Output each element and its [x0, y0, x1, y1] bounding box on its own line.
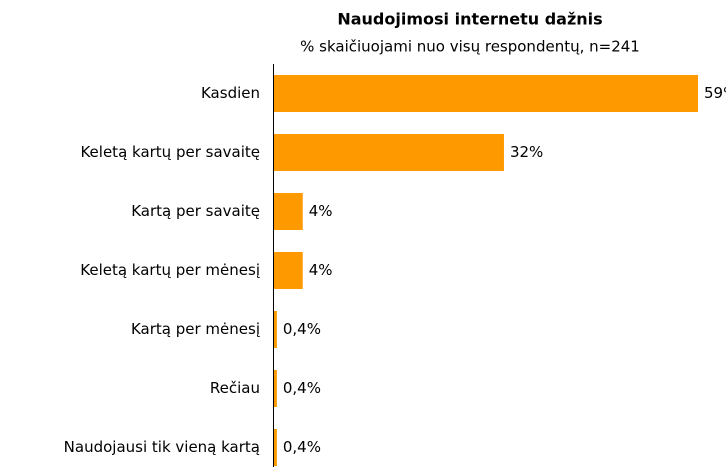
value-label: 0,4% — [283, 320, 321, 338]
value-label: 59% — [704, 84, 726, 102]
bar — [274, 134, 504, 171]
bar — [274, 75, 698, 112]
value-label: 32% — [510, 143, 543, 161]
chart-title: Naudojimosi internetu dažnis — [337, 10, 602, 29]
bar — [274, 429, 277, 466]
bar — [274, 252, 303, 289]
value-label: 0,4% — [283, 438, 321, 456]
chart-subtitle: % skaičiuojami nuo visų respondentų, n=2… — [300, 38, 640, 56]
category-label: Keletą kartų per savaitę — [80, 143, 260, 161]
bar — [274, 370, 277, 407]
category-label: Naudojausi tik vieną kartą — [64, 438, 260, 456]
category-label: Kartą per savaitę — [131, 202, 260, 220]
category-label: Rečiau — [210, 379, 260, 397]
value-label: 4% — [309, 202, 333, 220]
value-label: 0,4% — [283, 379, 321, 397]
bar — [274, 311, 277, 348]
value-label: 4% — [309, 261, 333, 279]
category-label: Kartą per mėnesį — [131, 320, 260, 338]
bar — [274, 193, 303, 230]
category-label: Keletą kartų per mėnesį — [80, 261, 260, 279]
category-label: Kasdien — [201, 84, 260, 102]
